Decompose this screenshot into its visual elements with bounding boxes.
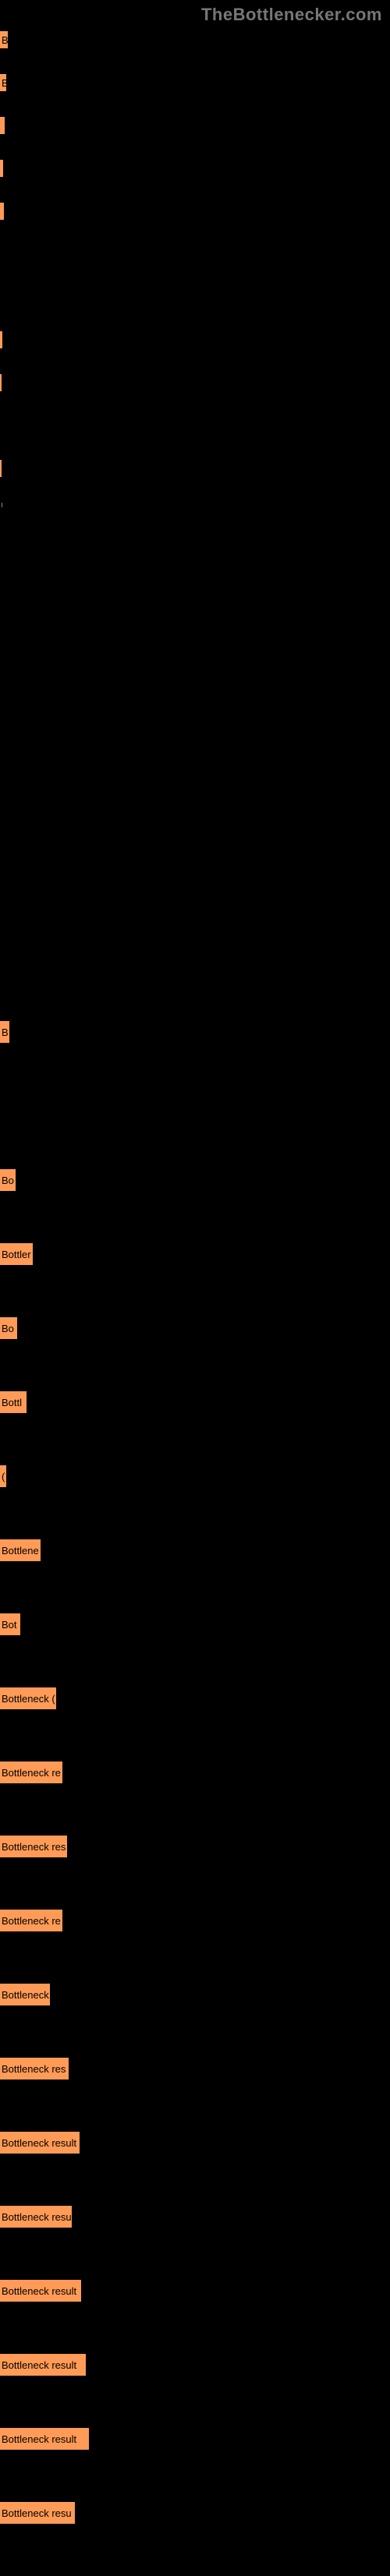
bar-label: Bo	[2, 1175, 14, 1186]
bottleneck-bar: Bottleneck resu	[0, 2206, 72, 2228]
bottleneck-bar: Bottleneck result	[0, 2354, 86, 2376]
bar-label: Bottleneck res	[2, 1841, 66, 1853]
bar-row: Bottleneck res	[0, 2058, 89, 2132]
bottleneck-bar: Bottleneck	[0, 1984, 50, 2005]
bar-label: Bottler	[2, 1249, 31, 1260]
bottleneck-bar: Bottleneck re	[0, 1762, 62, 1783]
bottleneck-bar: Bottleneck result	[0, 2428, 89, 2450]
bar-label: Bottleneck result	[2, 2285, 76, 2297]
bar-row	[0, 460, 8, 503]
bar-row: Bottleneck (	[0, 1687, 89, 1762]
bar-row: Bottleneck result	[0, 2354, 89, 2428]
bottleneck-bar: Bottleneck (	[0, 1687, 56, 1709]
bottleneck-bar: Bot	[0, 1613, 20, 1635]
bottleneck-bar: Bottleneck res	[0, 1836, 67, 1857]
bar-label: Bottlene	[2, 1545, 39, 1557]
bar-row: Bottler	[0, 1243, 89, 1317]
bar-label: (	[2, 1471, 5, 1482]
bottleneck-bar: Bottleneck res	[0, 2058, 69, 2080]
bar-row: Bottl	[0, 1391, 89, 1465]
bar-label: Bottleneck result	[2, 2433, 76, 2445]
bottleneck-bar: Bottler	[0, 1243, 33, 1265]
bottleneck-bar	[0, 117, 5, 134]
bottleneck-bar	[0, 160, 3, 177]
bar-row: Bottleneck	[0, 1984, 89, 2058]
bar-label: Bottleneck res	[2, 2063, 66, 2075]
bar-row	[0, 203, 8, 246]
bottleneck-bar: Bottleneck result	[0, 2280, 81, 2302]
bottleneck-bar: Bottleneck resu	[0, 2502, 75, 2524]
bar-row: (	[0, 1465, 89, 1539]
bar-row: Bottleneck res	[0, 1836, 89, 1910]
bar-row: Bo	[0, 1317, 89, 1391]
top-bar-section: BB	[0, 31, 8, 503]
bar-row: Bottleneck result	[0, 2280, 89, 2354]
bar-label: Bottleneck result	[2, 2359, 76, 2371]
bar-label: Bottleneck re	[2, 1767, 61, 1779]
bar-label: B	[2, 1027, 9, 1038]
bottleneck-bar: Bottl	[0, 1391, 27, 1413]
bottleneck-bar: (	[0, 1465, 6, 1487]
bottleneck-bar: Bo	[0, 1317, 17, 1339]
bar-row: Bottlene	[0, 1539, 89, 1613]
bottleneck-bar	[0, 203, 4, 220]
bottom-bar-section: B Bo Bottler Bo Bottl ( Bottlene Bot Bottleneck …	[0, 1021, 89, 2576]
bottleneck-bar: Bo	[0, 1169, 16, 1191]
bottleneck-bar: Bottleneck re	[0, 1910, 62, 1931]
bar-label: Bottleneck (	[2, 1693, 55, 1705]
bar-row: Bottleneck result	[0, 2428, 89, 2502]
bar-row: Bottleneck re	[0, 1762, 89, 1836]
bar-row: Bottleneck resu	[0, 2206, 89, 2280]
bar-label: Bottleneck resu	[2, 2211, 72, 2223]
bar-row	[0, 288, 8, 331]
bar-row: Bottleneck resu	[0, 2502, 89, 2576]
bottleneck-bar	[0, 460, 2, 477]
bottleneck-bar: Bottleneck result	[0, 2132, 80, 2154]
bar-row	[0, 246, 8, 288]
bar-row	[0, 160, 8, 203]
bar-label: Bottleneck result	[2, 2137, 76, 2149]
bar-row	[0, 417, 8, 460]
bar-row: Bot	[0, 1613, 89, 1687]
bottleneck-bar: B	[0, 31, 8, 48]
bottleneck-bar	[0, 374, 2, 391]
bar-label: B	[2, 34, 8, 46]
page-root: TheBottlenecker.com BB BBoBottlerBoBottl…	[0, 0, 390, 2494]
bar-row: B	[0, 31, 8, 74]
bottleneck-bar: B	[0, 74, 6, 91]
bar-row: B	[0, 74, 8, 117]
bar-row: Bottleneck result	[0, 2132, 89, 2206]
bottleneck-bar: B	[0, 1021, 9, 1043]
bar-label: Bot	[2, 1619, 17, 1631]
bar-label: Bottleneck	[2, 1989, 49, 2001]
bottleneck-bar: Bottlene	[0, 1539, 41, 1561]
bar-row: B	[0, 1021, 89, 1095]
bar-label: Bo	[2, 1323, 14, 1334]
watermark-text: TheBottlenecker.com	[201, 5, 382, 25]
bar-label: Bottleneck re	[2, 1915, 61, 1927]
bar-row: Bottleneck re	[0, 1910, 89, 1984]
bar-row	[0, 331, 8, 374]
bar-row: Bo	[0, 1169, 89, 1243]
bar-label: Bottleneck resu	[2, 2507, 72, 2519]
bottleneck-bar	[0, 331, 2, 348]
bar-row	[0, 374, 8, 417]
bar-row	[0, 1095, 89, 1169]
bar-row	[0, 117, 8, 160]
bar-label: Bottl	[2, 1397, 22, 1408]
bar-label: B	[2, 77, 6, 89]
